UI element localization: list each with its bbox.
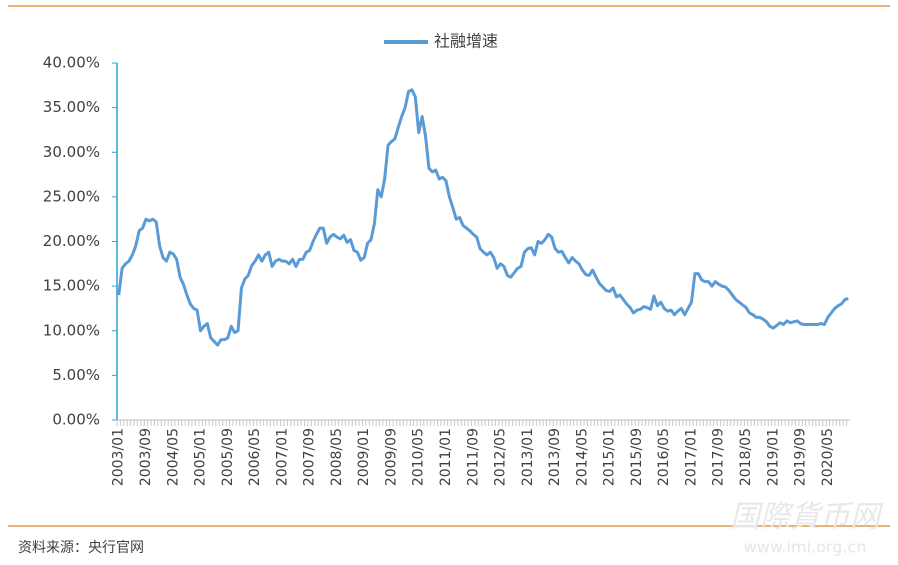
x-tick-label: 2011/09 [465,428,481,486]
x-tick-label: 2017/01 [683,428,699,486]
x-tick-label: 2007/09 [302,428,318,486]
x-tick-label: 2009/01 [356,428,372,486]
x-tick-label: 2019/09 [793,428,809,486]
legend-label: 社融增速 [434,32,498,51]
x-tick-label: 2020/05 [820,428,836,486]
x-tick-label: 2015/09 [629,428,645,486]
y-tick-label: 30.00% [43,143,100,161]
x-tick-label: 2005/09 [220,428,236,486]
x-tick-label: 2006/05 [247,428,263,486]
x-tick-label: 2019/01 [765,428,781,486]
x-tick-label: 2011/01 [438,428,454,486]
y-tick-label: 5.00% [52,366,100,384]
x-tick-label: 2018/05 [738,428,754,486]
y-tick-label: 0.00% [52,411,100,429]
x-tick-label: 2013/01 [520,428,536,486]
y-tick-label: 40.00% [43,54,100,72]
x-tick-label: 2005/01 [193,428,209,486]
x-tick-label: 2016/05 [656,428,672,486]
y-tick-label: 20.00% [43,232,100,250]
x-tick-label: 2015/01 [602,428,618,486]
y-tick-label: 15.00% [43,277,100,295]
y-tick-label: 25.00% [43,187,100,205]
source: 资料来源：央行官网 [18,540,144,556]
x-tick-label: 2007/01 [274,428,290,486]
x-tick-label: 2008/05 [329,428,345,486]
watermark-logo: 国際貨币网 [730,500,884,535]
x-tick-label: 2012/05 [493,428,509,486]
x-tick-label: 2010/05 [411,428,427,486]
x-tick-label: 2009/09 [383,428,399,486]
y-tick-label: 35.00% [43,98,100,116]
y-tick-label: 10.00% [43,321,100,339]
x-tick-label: 2003/01 [111,428,127,486]
x-tick-label: 2003/09 [138,428,154,486]
x-tick-label: 2014/05 [574,428,590,486]
x-tick-label: 2013/09 [547,428,563,486]
watermark-url: www.imi.org.cn [744,538,867,557]
x-tick-label: 2004/05 [165,428,181,486]
x-tick-label: 2017/09 [711,428,727,486]
series-line [117,88,849,347]
